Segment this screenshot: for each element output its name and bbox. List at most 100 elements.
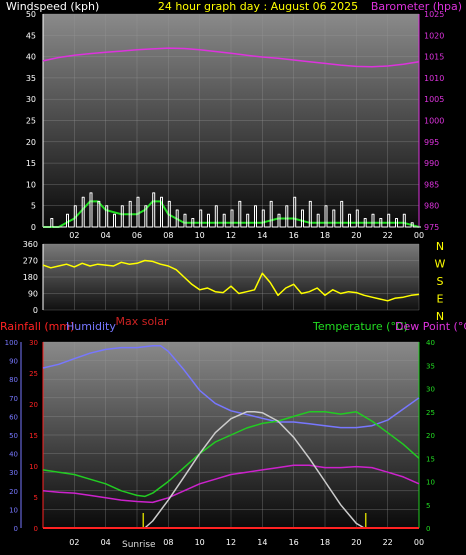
windspeed-tick-label: 25 bbox=[26, 117, 36, 126]
rainfall-tick-label: 20 bbox=[29, 401, 38, 409]
hour-tick-label: 20 bbox=[351, 231, 361, 240]
barometer-tick-label: 990 bbox=[424, 159, 439, 168]
dewpoint-axis-label: Dew Point (°C) bbox=[395, 320, 466, 333]
humidity-tick-label: 10 bbox=[9, 506, 18, 514]
temperature-tick-label: 15 bbox=[426, 455, 435, 463]
barometer-tick-label: 980 bbox=[424, 202, 439, 211]
temperature-tick-label: 10 bbox=[426, 479, 435, 487]
humidity-tick-label: 30 bbox=[9, 469, 18, 477]
hour-tick-label: 04 bbox=[101, 231, 111, 240]
rainfall-tick-label: 15 bbox=[29, 432, 38, 440]
barometer-line bbox=[42, 47, 420, 68]
hour-tick-label: 18 bbox=[320, 538, 330, 547]
wind-gust-line bbox=[43, 192, 421, 228]
humidity-tick-label: 50 bbox=[9, 432, 18, 440]
hour-tick-label: 12 bbox=[226, 538, 236, 547]
wind-direction-line bbox=[42, 259, 420, 302]
compass-label: S bbox=[437, 275, 444, 288]
direction-panel-grid bbox=[43, 243, 420, 311]
rainfall-axis-label: Rainfall (mm) bbox=[0, 320, 74, 333]
humidity-axis-label: Humidity bbox=[66, 320, 116, 333]
humidity-tick-label: 0 bbox=[14, 525, 18, 533]
temperature-axis-label: Temperature (°C) bbox=[312, 320, 408, 333]
hour-tick-label: 00 bbox=[414, 538, 424, 547]
dewpoint-line bbox=[42, 464, 420, 504]
hour-tick-label: 02 bbox=[69, 538, 79, 547]
humidity-tick-label: 80 bbox=[9, 376, 18, 384]
direction-panel-series bbox=[42, 259, 420, 302]
temperature-tick-label: 0 bbox=[426, 525, 430, 533]
barometer-tick-label: 1010 bbox=[424, 74, 444, 83]
humidity-tick-label: 90 bbox=[9, 358, 18, 366]
humidity-tick-label: 100 bbox=[5, 339, 18, 347]
max-solar-label: Max solar bbox=[115, 315, 168, 328]
temp-panel-axes: 0102030405060708090100051015202530051015… bbox=[5, 339, 435, 547]
windspeed-tick-label: 15 bbox=[26, 159, 36, 168]
hour-tick-label: 16 bbox=[289, 538, 299, 547]
sunrise-label: Sunrise bbox=[122, 540, 156, 550]
humidity-tick-label: 60 bbox=[9, 413, 18, 421]
temperature-tick-label: 35 bbox=[426, 362, 435, 370]
rainfall-tick-label: 10 bbox=[29, 463, 38, 471]
wind-panel-series bbox=[42, 47, 421, 228]
barometer-tick-label: 985 bbox=[424, 180, 439, 189]
hour-tick-label: 08 bbox=[163, 538, 173, 547]
max-solar-line bbox=[144, 411, 365, 529]
hour-tick-label: 14 bbox=[257, 538, 267, 547]
chart-title: 24 hour graph day : August 06 2025 bbox=[158, 0, 358, 13]
hour-tick-label: 06 bbox=[132, 231, 142, 240]
rainfall-tick-label: 0 bbox=[34, 525, 38, 533]
humidity-line bbox=[42, 344, 420, 429]
temperature-line bbox=[42, 411, 420, 498]
barometer-tick-label: 1025 bbox=[424, 10, 444, 19]
hour-tick-label: 12 bbox=[226, 231, 236, 240]
windspeed-tick-label: 45 bbox=[26, 31, 36, 40]
humidity-tick-label: 20 bbox=[9, 488, 18, 496]
hour-tick-label: 10 bbox=[195, 538, 205, 547]
hour-tick-label: 22 bbox=[383, 538, 393, 547]
hour-tick-label: 10 bbox=[195, 231, 205, 240]
rainfall-tick-label: 30 bbox=[29, 339, 38, 347]
rainfall-tick-label: 5 bbox=[34, 494, 38, 502]
barometer-tick-label: 995 bbox=[424, 138, 439, 147]
temperature-tick-label: 30 bbox=[426, 386, 435, 394]
hour-tick-label: 00 bbox=[414, 231, 424, 240]
temperature-tick-label: 25 bbox=[426, 409, 435, 417]
windspeed-tick-label: 50 bbox=[26, 10, 36, 19]
direction-tick-label: 360 bbox=[23, 240, 38, 249]
barometer-tick-label: 1005 bbox=[424, 95, 444, 104]
barometer-tick-label: 1000 bbox=[424, 117, 444, 126]
wind-panel-grid bbox=[43, 13, 420, 228]
compass-label: W bbox=[435, 258, 446, 271]
barometer-axis-label: Barometer (hpa) bbox=[371, 0, 462, 13]
hour-tick-label: 02 bbox=[69, 231, 79, 240]
direction-tick-label: 270 bbox=[23, 257, 38, 266]
hour-tick-label: 18 bbox=[320, 231, 330, 240]
hour-tick-label: 16 bbox=[289, 231, 299, 240]
compass-label: N bbox=[436, 240, 444, 253]
wind-panel-axes: 0510152025303540455097598098599099510001… bbox=[26, 10, 445, 240]
windspeed-tick-label: 30 bbox=[26, 95, 36, 104]
windspeed-tick-label: 35 bbox=[26, 74, 36, 83]
barometer-tick-label: 975 bbox=[424, 223, 439, 232]
temperature-tick-label: 5 bbox=[426, 502, 430, 510]
direction-tick-label: 0 bbox=[33, 306, 38, 315]
windspeed-axis-label: Windspeed (kph) bbox=[6, 0, 99, 13]
hour-tick-label: 14 bbox=[257, 231, 267, 240]
rainfall-tick-label: 25 bbox=[29, 370, 38, 378]
humidity-tick-label: 70 bbox=[9, 395, 18, 403]
temp-panel-series bbox=[42, 344, 420, 529]
windspeed-tick-label: 40 bbox=[26, 53, 36, 62]
hour-tick-label: 20 bbox=[351, 538, 361, 547]
humidity-tick-label: 40 bbox=[9, 451, 18, 459]
hour-tick-label: 04 bbox=[101, 538, 111, 547]
temperature-tick-label: 20 bbox=[426, 432, 435, 440]
barometer-tick-label: 1020 bbox=[424, 31, 444, 40]
hour-tick-label: 08 bbox=[163, 231, 173, 240]
windspeed-tick-label: 5 bbox=[31, 202, 36, 211]
direction-tick-label: 90 bbox=[28, 290, 38, 299]
hour-tick-label: 22 bbox=[383, 231, 393, 240]
compass-label: E bbox=[437, 293, 444, 306]
